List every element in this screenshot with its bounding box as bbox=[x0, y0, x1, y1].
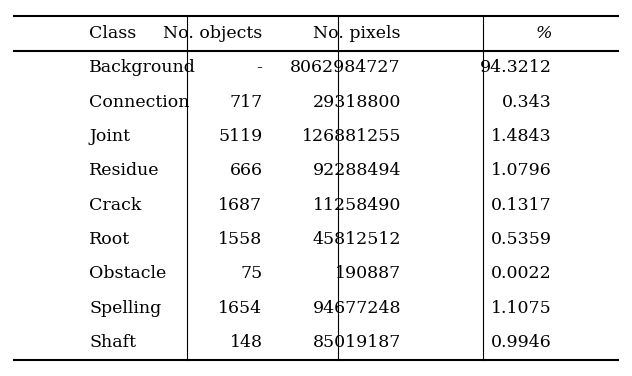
Text: 94677248: 94677248 bbox=[312, 300, 401, 317]
Text: 1.1075: 1.1075 bbox=[491, 300, 552, 317]
Text: Residue: Residue bbox=[90, 162, 160, 179]
Text: 1.4843: 1.4843 bbox=[491, 128, 552, 145]
Text: 1.0796: 1.0796 bbox=[491, 162, 552, 179]
Text: 5119: 5119 bbox=[218, 128, 262, 145]
Text: No. objects: No. objects bbox=[163, 25, 262, 42]
Text: 148: 148 bbox=[229, 334, 262, 351]
Text: -: - bbox=[257, 59, 262, 76]
Text: 666: 666 bbox=[229, 162, 262, 179]
Text: Background: Background bbox=[90, 59, 197, 76]
Text: 0.343: 0.343 bbox=[502, 94, 552, 111]
Text: 0.1317: 0.1317 bbox=[491, 197, 552, 214]
Text: %: % bbox=[535, 25, 552, 42]
Text: 11258490: 11258490 bbox=[313, 197, 401, 214]
Text: 94.3212: 94.3212 bbox=[480, 59, 552, 76]
Text: Obstacle: Obstacle bbox=[90, 265, 167, 282]
Text: 1687: 1687 bbox=[219, 197, 262, 214]
Text: 85019187: 85019187 bbox=[313, 334, 401, 351]
Text: Root: Root bbox=[90, 231, 131, 248]
Text: 29318800: 29318800 bbox=[313, 94, 401, 111]
Text: 717: 717 bbox=[229, 94, 262, 111]
Text: Class: Class bbox=[90, 25, 137, 42]
Text: 8062984727: 8062984727 bbox=[290, 59, 401, 76]
Text: 1558: 1558 bbox=[218, 231, 262, 248]
Text: Connection: Connection bbox=[90, 94, 190, 111]
Text: 1654: 1654 bbox=[219, 300, 262, 317]
Text: 45812512: 45812512 bbox=[312, 231, 401, 248]
Text: Joint: Joint bbox=[90, 128, 130, 145]
Text: Spelling: Spelling bbox=[90, 300, 162, 317]
Text: 75: 75 bbox=[240, 265, 262, 282]
Text: 92288494: 92288494 bbox=[312, 162, 401, 179]
Text: Shaft: Shaft bbox=[90, 334, 137, 351]
Text: 0.0022: 0.0022 bbox=[491, 265, 552, 282]
Text: Crack: Crack bbox=[90, 197, 142, 214]
Text: No. pixels: No. pixels bbox=[313, 25, 401, 42]
Text: 0.9946: 0.9946 bbox=[491, 334, 552, 351]
Text: 126881255: 126881255 bbox=[301, 128, 401, 145]
Text: 190887: 190887 bbox=[335, 265, 401, 282]
Text: 0.5359: 0.5359 bbox=[491, 231, 552, 248]
